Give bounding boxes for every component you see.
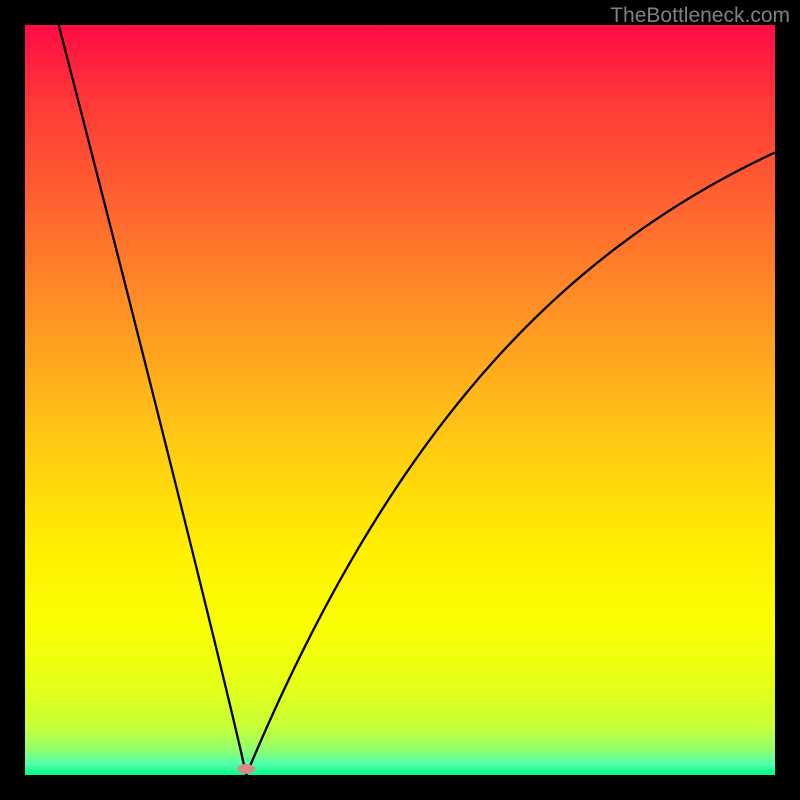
bottleneck-chart <box>0 0 800 800</box>
plot-background <box>25 25 775 775</box>
chart-container: TheBottleneck.com <box>0 0 800 800</box>
watermark-text: TheBottleneck.com <box>610 4 790 28</box>
minimum-marker <box>237 764 255 774</box>
